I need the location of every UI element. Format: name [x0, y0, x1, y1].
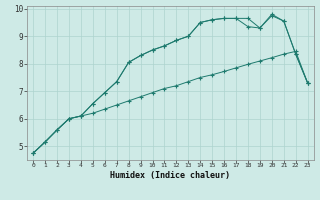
X-axis label: Humidex (Indice chaleur): Humidex (Indice chaleur): [110, 171, 230, 180]
